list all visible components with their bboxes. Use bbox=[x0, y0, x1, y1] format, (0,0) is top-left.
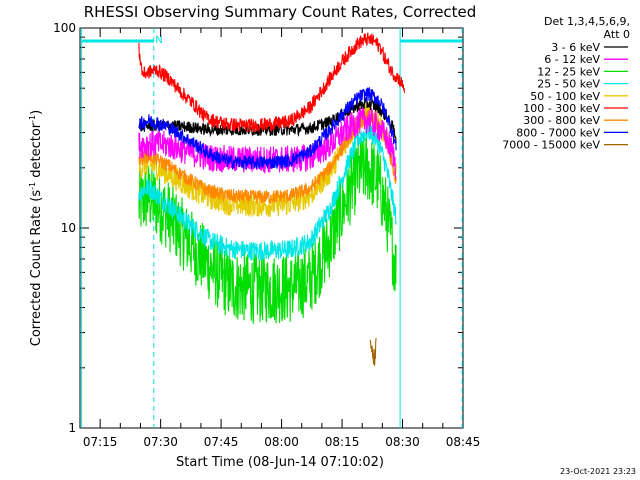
timestamp: 23-Oct-2021 23:23 bbox=[560, 467, 636, 476]
y-tick-label: 10 bbox=[61, 221, 76, 235]
x-tick-label: 08:30 bbox=[385, 435, 420, 449]
plot-frame bbox=[79, 27, 464, 429]
legend-label: 3 - 6 keV bbox=[551, 41, 600, 54]
count-rate-series bbox=[138, 32, 406, 366]
chart-title: RHESSI Observing Summary Count Rates, Co… bbox=[84, 3, 477, 21]
x-tick-label: 08:45 bbox=[446, 435, 481, 449]
legend-label: 800 - 7000 keV bbox=[516, 126, 600, 139]
series-line bbox=[369, 337, 377, 366]
legend-label: 12 - 25 keV bbox=[537, 65, 600, 78]
legend-label: 7000 - 15000 keV bbox=[502, 139, 600, 152]
orbit-boundary-lines bbox=[81, 28, 463, 428]
legend-label: 25 - 50 keV bbox=[537, 78, 600, 91]
legend-header-line-2: Att 0 bbox=[604, 28, 630, 41]
x-tick-label: 08:00 bbox=[264, 435, 299, 449]
axis-ticks: 100 10 1 07:15 07:30 07:45 08:00 08:15 08:30 08:4… bbox=[53, 21, 480, 449]
x-axis-label: Start Time (08-Jun-14 07:10:02) bbox=[176, 455, 384, 470]
legend-label: 300 - 800 keV bbox=[523, 114, 600, 127]
legend-label: 100 - 300 keV bbox=[523, 102, 600, 115]
legend-label: 50 - 100 keV bbox=[530, 90, 600, 103]
series-line bbox=[138, 87, 397, 171]
y-axis-label: Corrected Count Rate (s-1 detector-1) bbox=[28, 110, 44, 346]
y-tick-label: 1 bbox=[68, 421, 76, 435]
legend-label: 6 - 12 keV bbox=[544, 53, 600, 66]
legend-header-line-1: Det 1,3,4,5,6,9, bbox=[544, 15, 630, 28]
y-tick-label: 100 bbox=[53, 21, 76, 35]
x-tick-label: 07:30 bbox=[143, 435, 178, 449]
series-line bbox=[138, 135, 397, 324]
x-tick-label: 08:15 bbox=[325, 435, 360, 449]
x-tick-label: 07:45 bbox=[204, 435, 239, 449]
series-line bbox=[138, 119, 397, 261]
series-line bbox=[138, 32, 406, 133]
x-tick-label: 07:15 bbox=[83, 435, 118, 449]
night-flag-label: N bbox=[155, 35, 162, 46]
